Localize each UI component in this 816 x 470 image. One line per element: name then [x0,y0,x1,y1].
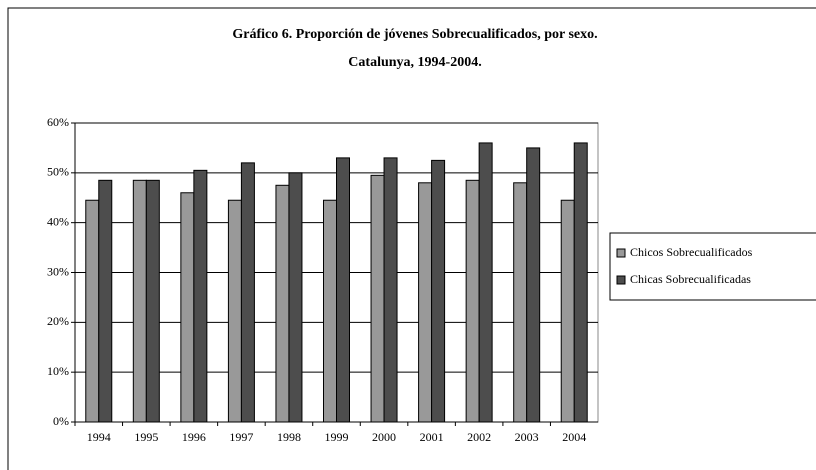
bar [560,199,575,423]
bar [323,199,337,423]
bar [145,179,160,423]
bar [336,157,350,423]
legend-box [609,232,816,301]
bar [85,199,100,423]
y-tick-label: 30% [47,264,69,278]
legend-swatch [616,248,626,258]
x-tick-label: 2001 [420,430,444,444]
x-tick-label: 2004 [562,430,586,444]
bar [240,162,255,423]
y-tick-label: 0% [53,414,69,428]
legend-label: Chicos Sobrecualificados [630,245,753,259]
x-tick-label: 2002 [467,430,491,444]
bar [288,172,303,423]
y-tick-label: 50% [47,165,69,179]
bar [193,169,208,423]
x-tick-label: 1997 [229,430,253,444]
bar [513,182,528,423]
bar [465,179,480,423]
x-tick-label: 1998 [277,430,301,444]
bar [478,142,493,423]
bar [227,199,242,423]
legend-swatch [616,275,626,285]
bar [132,179,147,423]
bar [431,159,446,423]
bar [418,182,433,423]
y-tick-label: 20% [47,314,69,328]
bar [573,142,588,423]
bar [98,179,113,423]
legend-label: Chicas Sobrecualificadas [630,272,751,286]
chart-title: Gráfico 6. Proporción de jóvenes Sobrecu… [232,27,597,42]
bar [275,184,290,423]
x-tick-label: 2003 [515,430,539,444]
bar [526,147,541,423]
bar [180,192,195,423]
x-tick-label: 2000 [372,430,396,444]
x-tick-label: 1995 [134,430,158,444]
y-tick-label: 40% [47,214,69,228]
x-tick-label: 1994 [87,430,111,444]
x-tick-label: 1999 [325,430,349,444]
y-tick-label: 60% [47,115,69,129]
chart-subtitle: Catalunya, 1994-2004. [348,55,481,70]
y-tick-label: 10% [47,364,69,378]
bar [383,157,398,423]
bar [370,174,385,423]
x-tick-label: 1996 [182,430,206,444]
